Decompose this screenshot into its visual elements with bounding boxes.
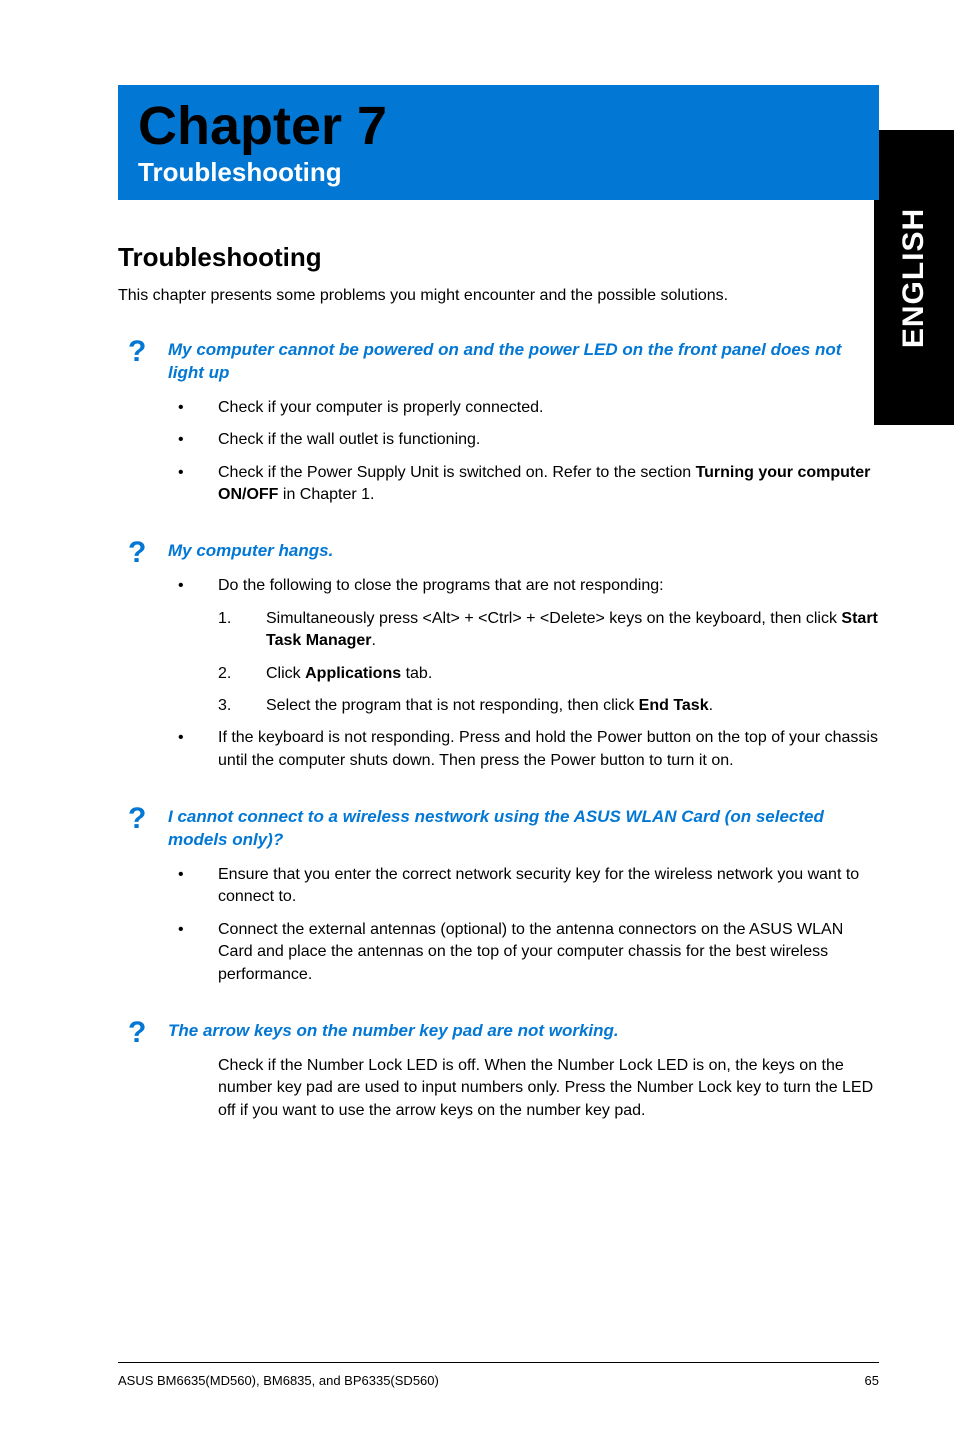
chapter-title: Troubleshooting bbox=[138, 157, 859, 188]
text: tab. bbox=[401, 665, 432, 682]
bold-text: End Task bbox=[639, 697, 709, 714]
list-item: If the keyboard is not responding. Press… bbox=[178, 727, 879, 772]
answer-list-1: Check if your computer is properly conne… bbox=[178, 397, 879, 507]
text: Click bbox=[266, 665, 305, 682]
qa-block-2: ? My computer hangs. Do the following to… bbox=[118, 540, 879, 772]
question-1: My computer cannot be powered on and the… bbox=[168, 339, 879, 385]
qa-block-3: ? I cannot connect to a wireless nestwor… bbox=[118, 806, 879, 986]
numbered-list-2: 1. Simultaneously press <Alt> + <Ctrl> +… bbox=[218, 608, 879, 718]
number-label: 3. bbox=[218, 695, 231, 717]
question-4: The arrow keys on the number key pad are… bbox=[168, 1020, 879, 1043]
question-3: I cannot connect to a wireless nestwork … bbox=[168, 806, 879, 852]
intro-text: This chapter presents some problems you … bbox=[118, 287, 879, 305]
list-item: 2. Click Applications tab. bbox=[218, 663, 879, 685]
footer-left: ASUS BM6635(MD560), BM6835, and BP6335(S… bbox=[118, 1373, 439, 1388]
number-label: 1. bbox=[218, 608, 231, 630]
chapter-header: Chapter 7 Troubleshooting bbox=[118, 85, 879, 200]
question-mark-icon: ? bbox=[128, 335, 146, 369]
list-item: 3. Select the program that is not respon… bbox=[218, 695, 879, 717]
answer-text-4: Check if the Number Lock LED is off. Whe… bbox=[218, 1055, 879, 1122]
answer-list-3: Ensure that you enter the correct networ… bbox=[178, 864, 879, 986]
section-title: Troubleshooting bbox=[118, 242, 879, 273]
list-item: Check if the wall outlet is functioning. bbox=[178, 429, 879, 451]
text: Simultaneously press <Alt> + <Ctrl> + <D… bbox=[266, 610, 841, 627]
text: Check if the Power Supply Unit is switch… bbox=[218, 464, 696, 481]
question-mark-icon: ? bbox=[128, 802, 146, 836]
qa-block-4: ? The arrow keys on the number key pad a… bbox=[118, 1020, 879, 1122]
question-2: My computer hangs. bbox=[168, 540, 879, 563]
text: in Chapter 1. bbox=[278, 486, 374, 503]
text: Select the program that is not respondin… bbox=[266, 697, 639, 714]
page-footer: ASUS BM6635(MD560), BM6835, and BP6335(S… bbox=[118, 1362, 879, 1388]
list-item: Check if the Power Supply Unit is switch… bbox=[178, 462, 879, 507]
list-item: Connect the external antennas (optional)… bbox=[178, 919, 879, 986]
question-mark-icon: ? bbox=[128, 536, 146, 570]
number-label: 2. bbox=[218, 663, 231, 685]
list-item: Do the following to close the programs t… bbox=[178, 575, 879, 597]
question-mark-icon: ? bbox=[128, 1016, 146, 1050]
list-item: 1. Simultaneously press <Alt> + <Ctrl> +… bbox=[218, 608, 879, 653]
answer-list-2: Do the following to close the programs t… bbox=[178, 575, 879, 597]
list-item: Ensure that you enter the correct networ… bbox=[178, 864, 879, 909]
qa-block-1: ? My computer cannot be powered on and t… bbox=[118, 339, 879, 506]
bold-text: Applications bbox=[305, 665, 401, 682]
text: . bbox=[372, 632, 376, 649]
list-item: Check if your computer is properly conne… bbox=[178, 397, 879, 419]
answer-list-2b: If the keyboard is not responding. Press… bbox=[178, 727, 879, 772]
chapter-number: Chapter 7 bbox=[138, 95, 859, 157]
text: . bbox=[709, 697, 713, 714]
page-content: Chapter 7 Troubleshooting Troubleshootin… bbox=[0, 0, 954, 1438]
footer-page-number: 65 bbox=[865, 1373, 879, 1388]
